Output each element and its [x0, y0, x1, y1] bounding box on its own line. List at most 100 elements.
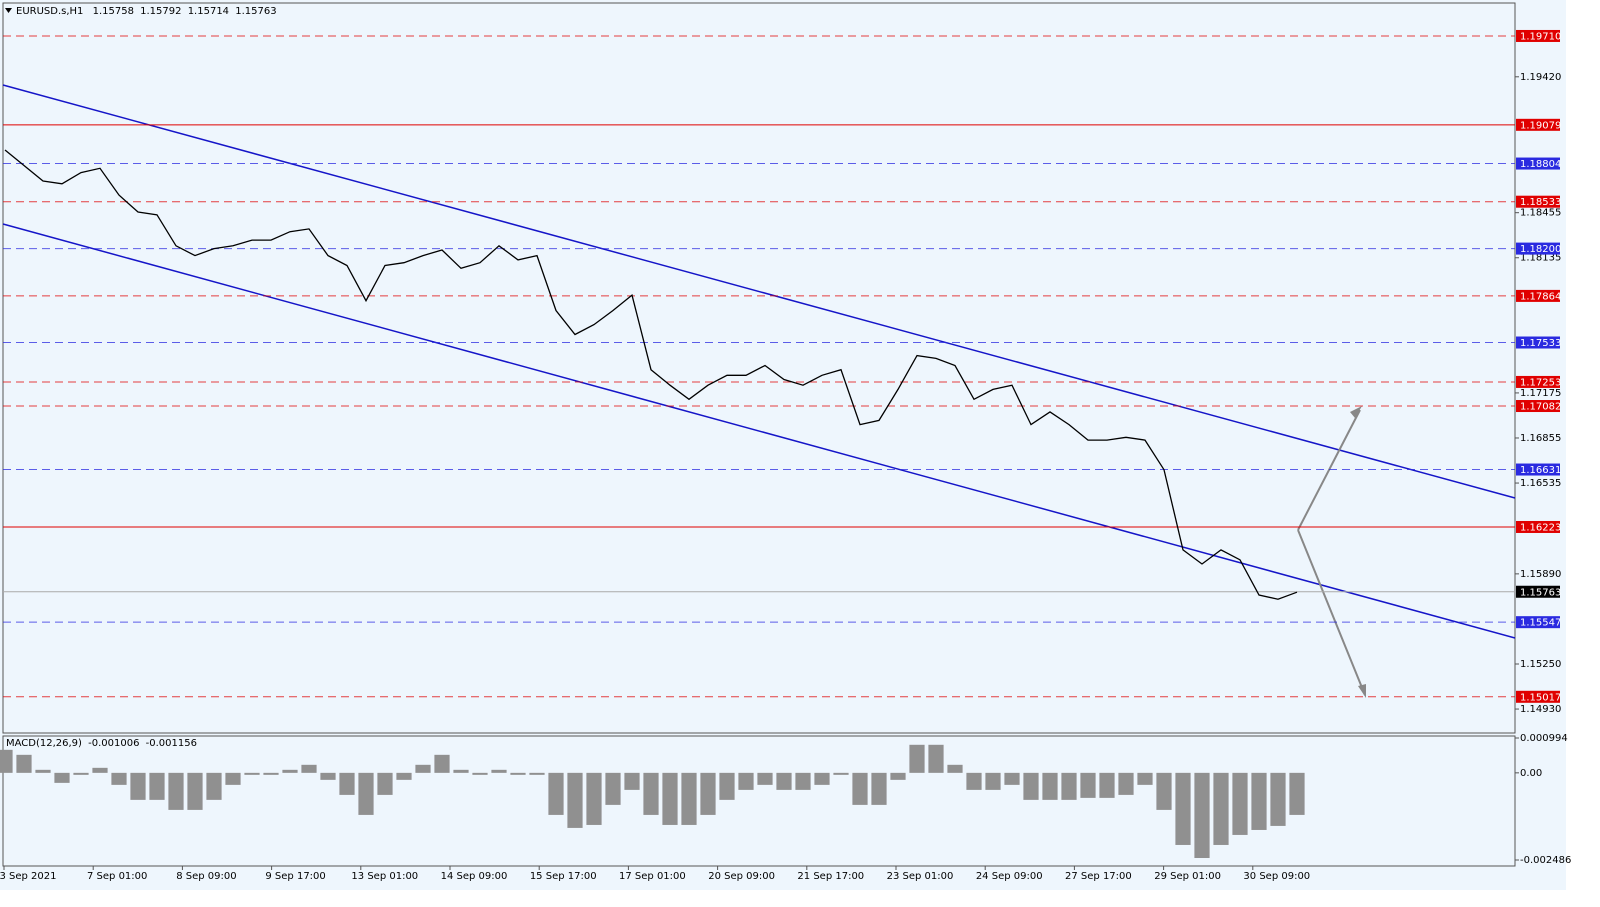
level-tag: [1516, 690, 1560, 703]
level-tag: [1516, 118, 1560, 131]
macd-bar: [871, 772, 887, 805]
macd-bar: [567, 772, 583, 828]
macd-bar: [529, 772, 545, 775]
y-tick-label: 0.000994: [1520, 733, 1568, 744]
level-label: 1.17082: [1520, 402, 1561, 413]
macd-bar: [814, 772, 830, 785]
y-tick-label: 1.15890: [1520, 569, 1561, 580]
macd-bar: [586, 772, 602, 825]
background: [0, 0, 1566, 890]
level-tag: [1516, 463, 1560, 476]
header: EURUSD.s,H1 1.15758 1.15792 1.15714 1.15…: [16, 6, 277, 17]
x-tick-label: 13 Sep 01:00: [351, 871, 418, 882]
level-label: 1.15763: [1520, 587, 1561, 598]
close: 1.15763: [235, 6, 276, 17]
x-tick-label: 21 Sep 17:00: [797, 871, 864, 882]
macd-bar: [700, 772, 716, 815]
macd-bar: [301, 764, 317, 773]
macd-bar: [491, 769, 507, 773]
x-tick-label: 24 Sep 09:00: [976, 871, 1043, 882]
level-label: 1.15547: [1520, 618, 1561, 629]
macd-bar: [111, 772, 127, 785]
level-label: 1.18804: [1520, 159, 1561, 170]
macd-bar: [1042, 772, 1058, 800]
x-tick-label: 29 Sep 01:00: [1154, 871, 1221, 882]
x-tick-label: 3 Sep 2021: [0, 871, 57, 882]
macd-bar: [434, 754, 450, 773]
macd-bar: [909, 744, 925, 773]
y-tick-label: 1.15250: [1520, 659, 1561, 670]
macd-bar: [244, 772, 260, 775]
level-label: 1.19079: [1520, 120, 1561, 131]
macd-bar: [966, 772, 982, 790]
macd-bar: [1194, 772, 1210, 859]
y-tick-label: -0.002486: [1520, 855, 1571, 866]
macd-bar: [1213, 772, 1229, 845]
macd-bar: [662, 772, 678, 825]
level-tag: [1516, 195, 1560, 208]
x-tick-label: 17 Sep 01:00: [619, 871, 686, 882]
x-tick-label: 30 Sep 09:00: [1243, 871, 1310, 882]
macd-bar: [1118, 772, 1134, 795]
macd-bar: [0, 749, 13, 773]
macd-bar: [16, 754, 32, 773]
level-label: 1.16631: [1520, 465, 1561, 476]
macd-bar: [377, 772, 393, 795]
macd-bar: [681, 772, 697, 825]
level-label: 1.18533: [1520, 197, 1561, 208]
level-tag: [1516, 29, 1560, 42]
macd-bar: [149, 772, 165, 800]
x-tick-label: 15 Sep 17:00: [530, 871, 597, 882]
macd-bar: [1251, 772, 1267, 830]
level-tag: [1516, 375, 1560, 388]
macd-bar: [1004, 772, 1020, 785]
y-tick-label: 1.14930: [1520, 704, 1561, 715]
macd-bar: [339, 772, 355, 795]
macd-bar: [35, 769, 51, 773]
macd-bar: [738, 772, 754, 790]
low: 1.15714: [188, 6, 229, 17]
channel-upper: [2, 84, 1516, 499]
macd-bar: [510, 772, 526, 775]
price-line: [4, 149, 1298, 600]
macd-panel: [2, 735, 1516, 867]
level-tag: [1516, 400, 1560, 413]
macd-bar: [1099, 772, 1115, 798]
macd-bar: [358, 772, 374, 815]
level-label: 1.19710: [1520, 31, 1561, 42]
macd-bar: [396, 772, 412, 780]
open: 1.15758: [93, 6, 134, 17]
macd-value: -0.001006: [88, 738, 139, 749]
macd-bar: [985, 772, 1001, 790]
macd-bar: [1080, 772, 1096, 798]
macd-bar: [1289, 772, 1305, 815]
macd-bar: [130, 772, 146, 800]
level-tag: [1516, 616, 1560, 629]
macd-bar: [1061, 772, 1077, 800]
level-label: 1.18200: [1520, 244, 1561, 255]
level-tag: [1516, 520, 1560, 533]
macd-bar: [206, 772, 222, 800]
macd-bar: [833, 772, 849, 775]
macd-bar: [757, 772, 773, 785]
x-tick-label: 27 Sep 17:00: [1065, 871, 1132, 882]
y-tick-label: 1.16535: [1520, 478, 1561, 489]
macd-bar: [282, 769, 298, 773]
macd-bar: [947, 764, 963, 773]
macd-title: MACD(12,26,9): [6, 738, 82, 749]
main-panel: [2, 2, 1516, 734]
macd-bar: [320, 772, 336, 780]
macd-bar: [225, 772, 241, 785]
macd-bar: [187, 772, 203, 810]
level-label: 1.15017: [1520, 692, 1561, 703]
y-tick-label: 1.18455: [1520, 208, 1561, 219]
macd-bar: [548, 772, 564, 815]
macd-bar: [890, 772, 906, 780]
channel-lower: [2, 223, 1516, 639]
macd-bar: [1175, 772, 1191, 845]
macd-bar: [795, 772, 811, 790]
macd-bar: [852, 772, 868, 805]
macd-bar: [1156, 772, 1172, 810]
macd-bar: [928, 744, 944, 773]
macd-bar: [624, 772, 640, 790]
